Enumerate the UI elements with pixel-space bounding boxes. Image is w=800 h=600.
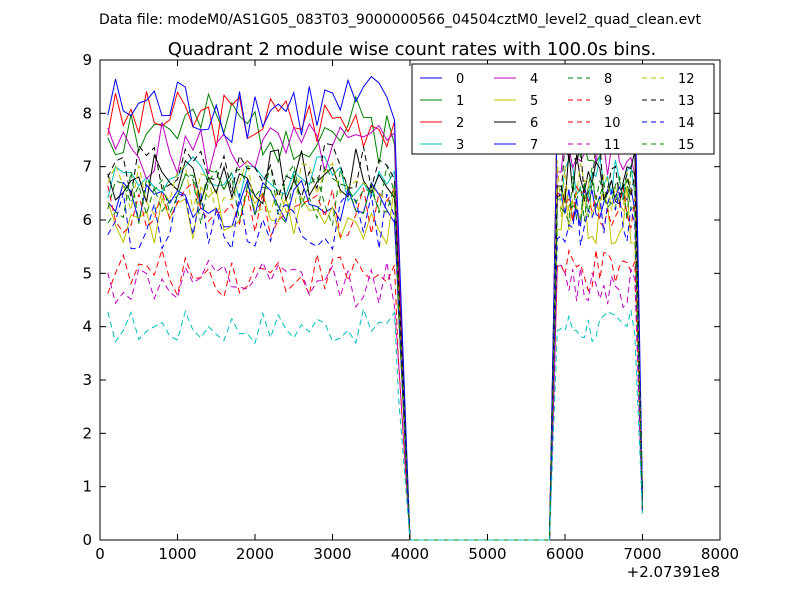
y-tick-label: 8	[82, 104, 92, 122]
legend-label-2: 2	[456, 116, 464, 131]
legend-label-15: 15	[678, 138, 695, 153]
series-line-3-dashed	[107, 307, 643, 541]
legend-label-11: 11	[604, 138, 621, 153]
legend-label-5: 5	[530, 94, 538, 109]
legend-label-6: 6	[530, 116, 538, 131]
legend-label-3: 3	[456, 138, 464, 153]
legend-label-13: 13	[678, 94, 695, 109]
legend-box	[411, 63, 715, 155]
legend-label-10: 10	[604, 116, 621, 131]
x-tick-label: 5000	[468, 545, 506, 563]
x-tick-label: 0	[95, 545, 105, 563]
x-tick-label: 3000	[313, 545, 351, 563]
x-tick-label: 2000	[236, 545, 274, 563]
legend-label-4: 4	[530, 72, 538, 87]
series-line-13	[107, 142, 643, 541]
y-tick-label: 9	[82, 51, 92, 69]
legend-label-0: 0	[456, 72, 464, 87]
x-tick-label: 1000	[158, 545, 196, 563]
data-file-header: Data file: modeM0/AS1G05_083T03_90000005…	[99, 12, 701, 28]
x-tick-label: 4000	[391, 545, 429, 563]
legend-label-8: 8	[604, 72, 612, 87]
y-tick-label: 7	[82, 158, 92, 176]
y-tick-label: 2	[82, 424, 92, 442]
legend-label-7: 7	[530, 138, 538, 153]
series-line-9	[107, 248, 643, 541]
chart-title: Quadrant 2 module wise count rates with …	[168, 39, 657, 60]
y-tick-label: 3	[82, 371, 92, 389]
legend-label-14: 14	[678, 116, 695, 131]
legend-label-12: 12	[678, 72, 695, 87]
y-tick-label: 1	[82, 478, 92, 496]
series-lines	[107, 75, 643, 541]
x-tick-label: 8000	[701, 545, 739, 563]
legend-label-1: 1	[456, 94, 464, 109]
x-axis-ticks: 0 1000 2000 3000 4000 5000 6000 7000 8000	[95, 60, 739, 563]
y-tick-label: 0	[82, 531, 92, 549]
x-offset-label: +2.07391e8	[627, 563, 720, 581]
y-tick-label: 5	[82, 264, 92, 282]
series-line-15	[107, 168, 643, 541]
legend-label-9: 9	[604, 94, 612, 109]
x-tick-label: 7000	[623, 545, 661, 563]
series-line-14	[107, 189, 643, 541]
y-tick-label: 6	[82, 211, 92, 229]
x-tick-label: 6000	[546, 545, 584, 563]
y-tick-label: 4	[82, 318, 92, 336]
